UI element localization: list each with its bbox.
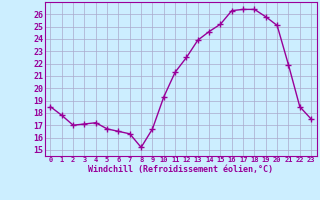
X-axis label: Windchill (Refroidissement éolien,°C): Windchill (Refroidissement éolien,°C): [88, 165, 273, 174]
